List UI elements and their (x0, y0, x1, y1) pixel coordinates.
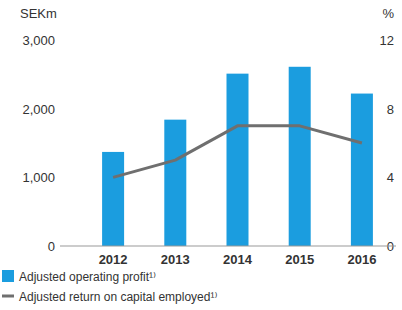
y2-tick-label: 12 (380, 33, 394, 48)
plot-area (102, 67, 373, 246)
y-tick (58, 108, 62, 109)
legend-swatch (2, 270, 14, 282)
line (113, 126, 362, 177)
chart: SEKm%01,0002,0003,0000481220122013201420… (0, 0, 402, 310)
x-tick-label: 2012 (99, 252, 128, 267)
y-tick (58, 177, 62, 178)
bar (289, 67, 311, 246)
bar (351, 94, 373, 246)
bar (164, 120, 186, 246)
legend-label: Adjusted return on capital employed¹⁾ (19, 290, 217, 304)
y2-axis-label: % (382, 6, 394, 21)
y-tick-label: 3,000 (22, 33, 55, 48)
x-tick-label: 2015 (285, 252, 314, 267)
y2-tick (394, 108, 396, 109)
legend-label: Adjusted operating profit¹⁾ (19, 270, 156, 284)
x-axis (60, 246, 396, 247)
x-tick-label: 2013 (161, 252, 190, 267)
x-tick-label: 2016 (347, 252, 376, 267)
legend-swatch (2, 295, 14, 298)
bar (102, 152, 124, 246)
y-tick (58, 40, 62, 41)
y2-tick-label: 4 (387, 170, 394, 185)
y-tick-label: 2,000 (22, 102, 55, 117)
y-tick-label: 0 (48, 239, 55, 254)
x-tick-label: 2014 (223, 252, 253, 267)
bar (227, 74, 249, 246)
y-axis-label: SEKm (20, 6, 57, 21)
y2-tick-label: 8 (387, 102, 394, 117)
y2-tick (394, 40, 396, 41)
y-tick-label: 1,000 (22, 170, 55, 185)
y2-tick (394, 177, 396, 178)
